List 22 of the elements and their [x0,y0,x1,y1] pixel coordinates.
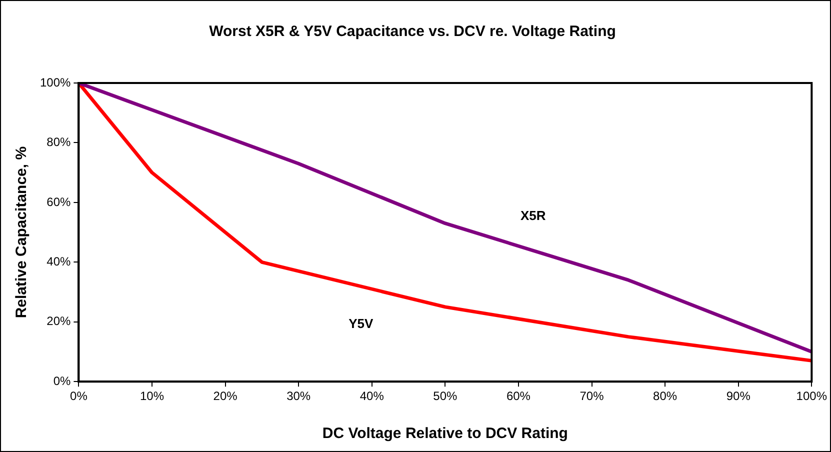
x-axis-title: DC Voltage Relative to DCV Rating [322,425,568,442]
y-axis-title: Relative Capacitance, % [13,146,30,318]
y-tick-label: 40% [46,254,72,268]
series-label: Y5V [348,316,374,331]
y-tick-label: 0% [53,374,72,388]
x-tick-label: 100% [796,389,828,404]
x-tick-label: 40% [360,389,384,404]
chart-title: Worst X5R & Y5V Capacitance vs. DCV re. Voltage Rating [209,23,616,40]
x-tick-label: 0% [70,389,88,404]
x-tick-label: 80% [653,389,678,404]
x-tick-label: 70% [580,389,604,404]
x-tick-label: 20% [213,389,238,404]
x-tick-label: 90% [726,389,751,404]
x-tick-label: 50% [433,389,458,404]
x-tick-label: 30% [286,389,311,404]
series-label: X5R [520,208,546,224]
x-tick-label: 60% [506,389,531,404]
y-tick-label: 80% [46,135,72,150]
y-tick-label: 20% [46,314,72,328]
x-tick-label: 10% [140,389,164,404]
y-tick-label: 100% [40,75,72,90]
y-tick-label: 60% [46,194,72,209]
